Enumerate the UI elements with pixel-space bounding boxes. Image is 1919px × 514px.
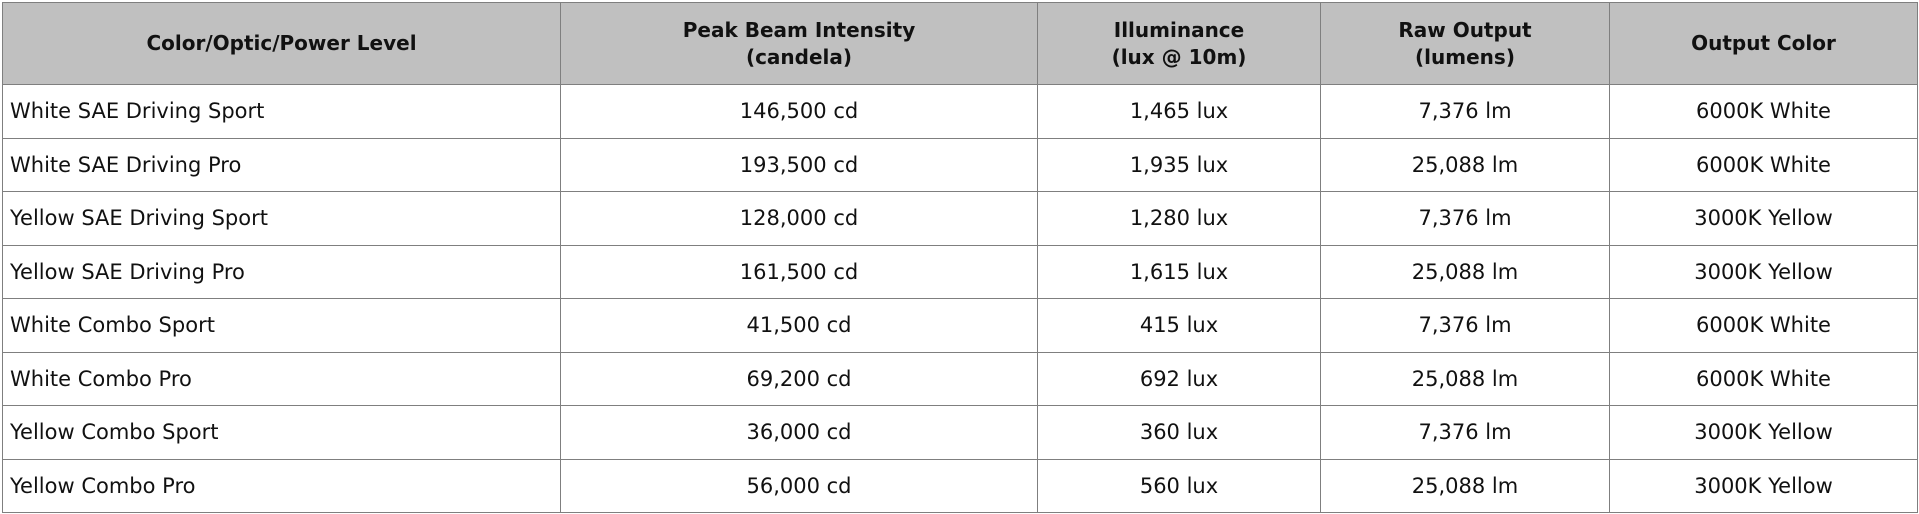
cell-level: Yellow SAE Driving Pro [2, 244, 561, 299]
cell-intensity: 69,200 cd [560, 351, 1038, 406]
cell-raw-output: 25,088 lm [1320, 244, 1610, 299]
cell-raw-output: 25,088 lm [1320, 351, 1610, 406]
cell-raw-output: 7,376 lm [1320, 84, 1610, 139]
cell-intensity: 193,500 cd [560, 137, 1038, 192]
column-header-illuminance: Illuminance (lux @ 10m) [1037, 2, 1321, 85]
column-header-raw-output: Raw Output (lumens) [1320, 2, 1610, 85]
cell-level: Yellow Combo Sport [2, 405, 561, 460]
cell-intensity: 36,000 cd [560, 405, 1038, 460]
cell-illuminance: 360 lux [1037, 405, 1321, 460]
cell-level: White Combo Pro [2, 351, 561, 406]
cell-output-color: 3000K Yellow [1609, 405, 1918, 460]
cell-raw-output: 7,376 lm [1320, 298, 1610, 353]
table-row: White SAE Driving Sport 146,500 cd 1,465… [2, 84, 1918, 139]
cell-output-color: 6000K White [1609, 84, 1918, 139]
column-header-unit: (lumens) [1415, 44, 1515, 69]
cell-level: White SAE Driving Pro [2, 137, 561, 192]
column-header-label: Illuminance [1113, 17, 1245, 42]
cell-illuminance: 1,465 lux [1037, 84, 1321, 139]
cell-level: White Combo Sport [2, 298, 561, 353]
table-row: White Combo Sport 41,500 cd 415 lux 7,37… [2, 298, 1918, 353]
table-row: Yellow Combo Sport 36,000 cd 360 lux 7,3… [2, 405, 1918, 460]
cell-raw-output: 7,376 lm [1320, 191, 1610, 246]
cell-illuminance: 1,615 lux [1037, 244, 1321, 299]
cell-output-color: 3000K Yellow [1609, 191, 1918, 246]
column-header-label: Peak Beam Intensity [682, 17, 916, 42]
header-row: Color/Optic/Power Level Peak Beam Intens… [2, 2, 1918, 85]
table-header: Color/Optic/Power Level Peak Beam Intens… [2, 2, 1918, 85]
cell-output-color: 6000K White [1609, 137, 1918, 192]
column-header-unit: (lux @ 10m) [1111, 44, 1247, 69]
column-header-label: Output Color [1691, 31, 1836, 55]
cell-illuminance: 1,280 lux [1037, 191, 1321, 246]
cell-intensity: 128,000 cd [560, 191, 1038, 246]
cell-output-color: 6000K White [1609, 298, 1918, 353]
cell-illuminance: 560 lux [1037, 458, 1321, 513]
cell-raw-output: 25,088 lm [1320, 137, 1610, 192]
cell-level: White SAE Driving Sport [2, 84, 561, 139]
column-header-label: Color/Optic/Power Level [146, 31, 417, 55]
cell-output-color: 6000K White [1609, 351, 1918, 406]
cell-intensity: 161,500 cd [560, 244, 1038, 299]
table-row: Yellow SAE Driving Sport 128,000 cd 1,28… [2, 191, 1918, 246]
column-header-unit: (candela) [745, 44, 853, 69]
cell-intensity: 146,500 cd [560, 84, 1038, 139]
column-header-label: Raw Output [1398, 17, 1532, 42]
column-header-output-color: Output Color [1609, 2, 1918, 85]
cell-output-color: 3000K Yellow [1609, 244, 1918, 299]
table-row: Yellow Combo Pro 56,000 cd 560 lux 25,08… [2, 458, 1918, 513]
table-row: White SAE Driving Pro 193,500 cd 1,935 l… [2, 137, 1918, 192]
table-row: White Combo Pro 69,200 cd 692 lux 25,088… [2, 351, 1918, 406]
cell-illuminance: 415 lux [1037, 298, 1321, 353]
cell-output-color: 3000K Yellow [1609, 458, 1918, 513]
cell-level: Yellow Combo Pro [2, 458, 561, 513]
column-header-level: Color/Optic/Power Level [2, 2, 561, 85]
cell-raw-output: 25,088 lm [1320, 458, 1610, 513]
cell-intensity: 56,000 cd [560, 458, 1038, 513]
table-row: Yellow SAE Driving Pro 161,500 cd 1,615 … [2, 244, 1918, 299]
cell-intensity: 41,500 cd [560, 298, 1038, 353]
cell-illuminance: 1,935 lux [1037, 137, 1321, 192]
cell-raw-output: 7,376 lm [1320, 405, 1610, 460]
cell-level: Yellow SAE Driving Sport [2, 191, 561, 246]
cell-illuminance: 692 lux [1037, 351, 1321, 406]
table-body: White SAE Driving Sport 146,500 cd 1,465… [2, 84, 1918, 513]
column-header-intensity: Peak Beam Intensity (candela) [560, 2, 1038, 85]
